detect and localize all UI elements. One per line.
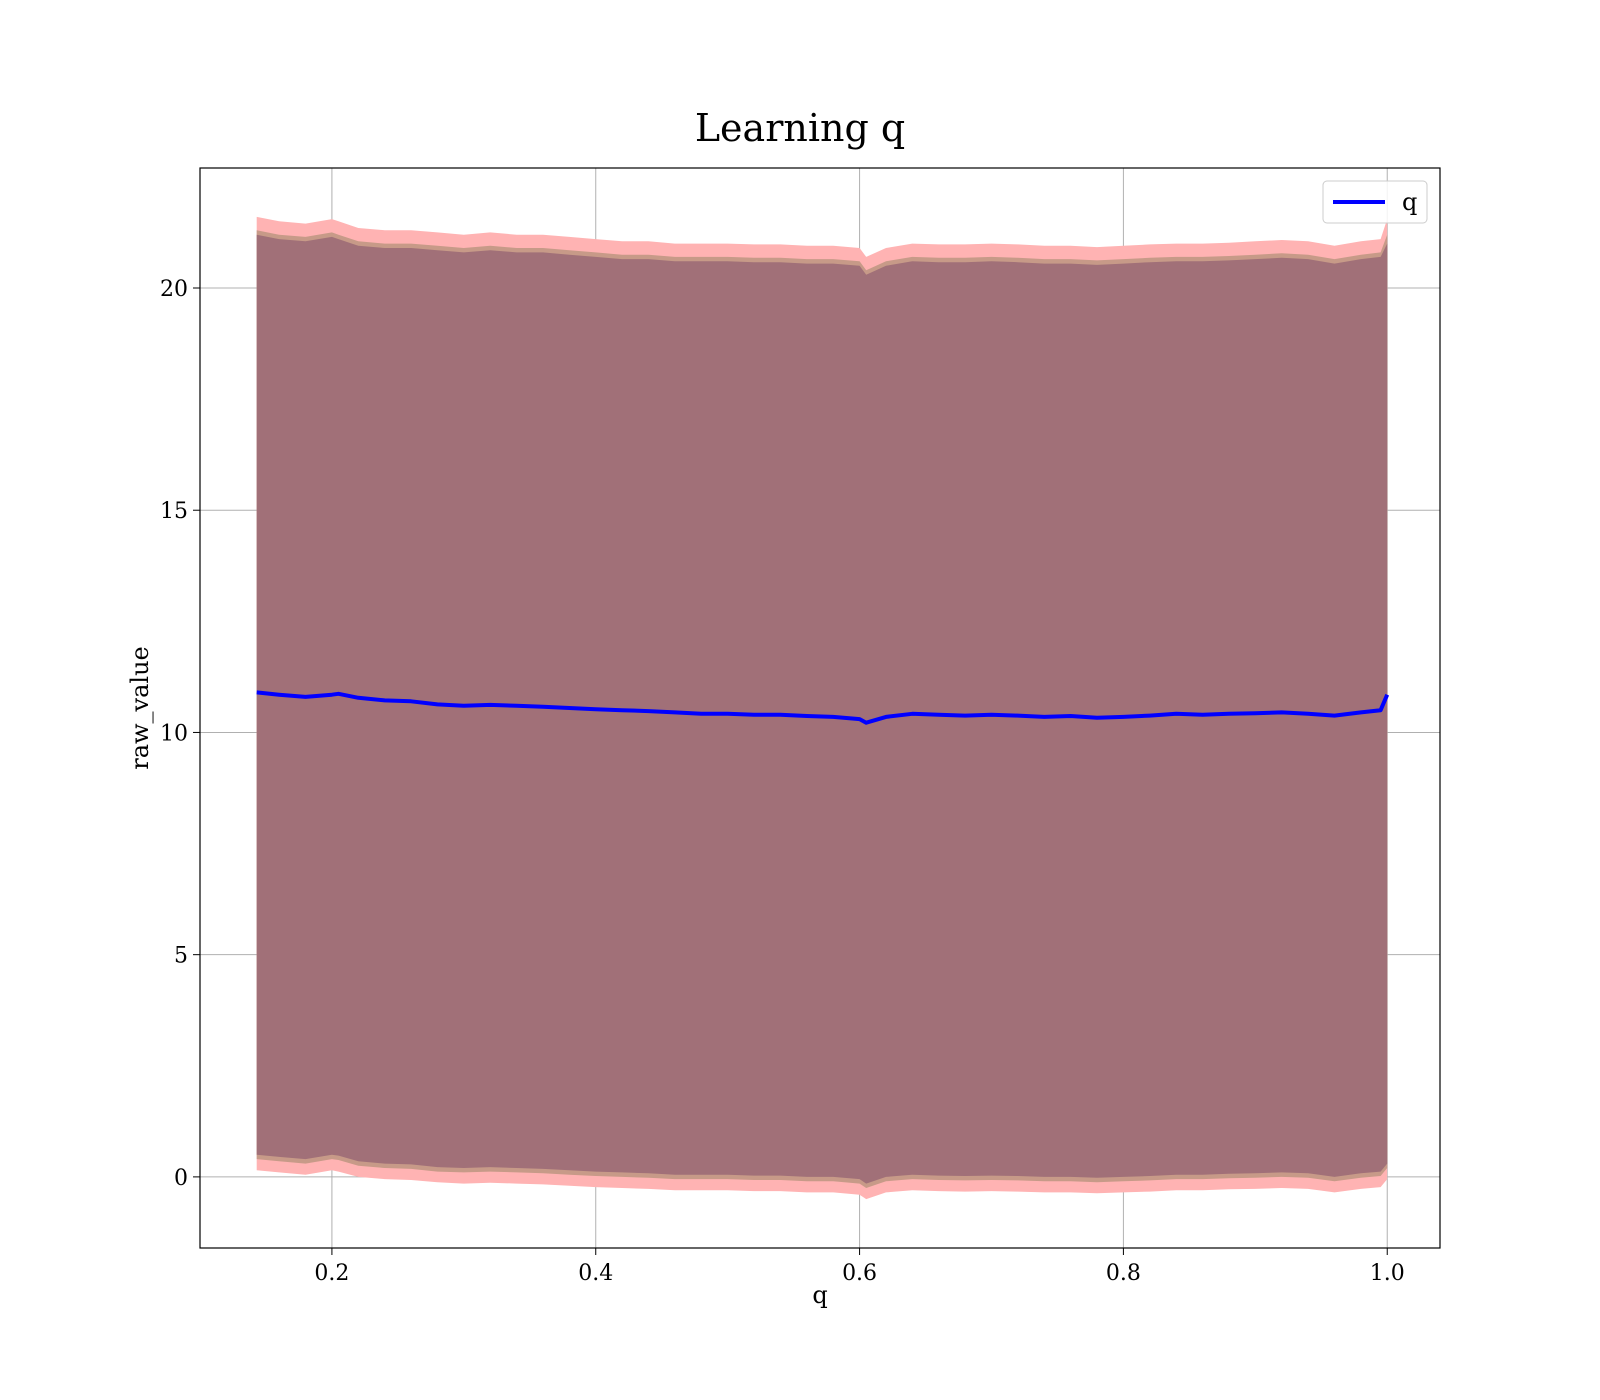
x-tick-label-2: 0.6	[842, 1261, 877, 1286]
y-tick-label-2: 10	[160, 721, 188, 746]
legend-label-q: q	[1402, 188, 1417, 216]
band-inner	[256, 234, 1388, 1184]
legend: q	[1322, 180, 1428, 224]
plot-frame	[199, 167, 1441, 1249]
chart-title: Learning q	[695, 106, 905, 150]
x-axis-label: q	[812, 1281, 827, 1309]
x-tick-label-0: 0.2	[314, 1261, 349, 1286]
series-lines	[256, 690, 1390, 725]
y-tick-label-3: 15	[160, 499, 188, 524]
x-tick-label-1: 0.4	[578, 1261, 613, 1286]
y-axis-label: raw_value	[126, 646, 154, 770]
confidence-bands	[256, 216, 1388, 1200]
y-axis-ticks: 0 5 10 15 20	[160, 277, 200, 1191]
y-tick-label-1: 5	[174, 944, 188, 969]
x-axis-ticks: 0.2 0.4 0.6 0.8 1.0	[314, 1248, 1405, 1286]
x-tick-label-4: 1.0	[1370, 1261, 1405, 1286]
series-line-q	[256, 690, 1390, 725]
y-tick-label-4: 20	[160, 277, 188, 302]
x-tick-label-3: 0.8	[1106, 1261, 1141, 1286]
y-tick-label-0: 0	[174, 1166, 188, 1191]
